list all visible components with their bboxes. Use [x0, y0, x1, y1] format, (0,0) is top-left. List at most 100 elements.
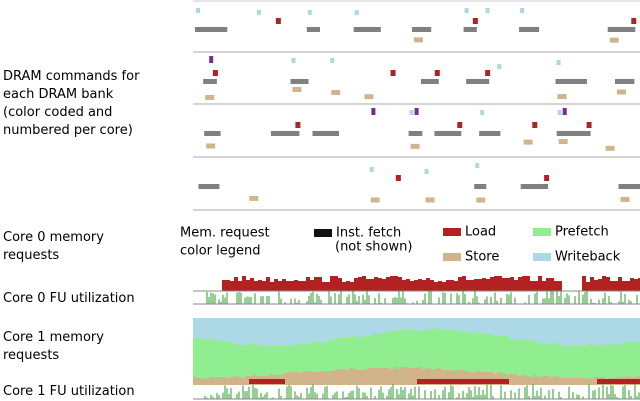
dram-cmd	[205, 94, 215, 100]
request-band	[638, 278, 640, 291]
request-band	[501, 379, 505, 384]
request-band	[209, 339, 213, 377]
request-band	[393, 318, 397, 330]
request-band	[605, 379, 609, 384]
legend-label: Inst. fetch	[336, 226, 401, 241]
request-band	[382, 279, 386, 291]
request-band	[281, 318, 285, 346]
request-band	[330, 276, 334, 291]
request-band	[229, 318, 233, 342]
row-label: Core 0 memory requests	[3, 229, 104, 265]
request-band	[433, 318, 437, 328]
request-band	[598, 279, 602, 291]
request-band	[273, 345, 277, 375]
request-band	[557, 377, 561, 385]
request-band	[561, 378, 565, 385]
request-band	[425, 368, 429, 385]
request-band	[301, 372, 305, 385]
request-band	[621, 318, 625, 344]
request-band	[353, 369, 357, 385]
request-band	[397, 318, 401, 331]
dram-cmd	[476, 197, 486, 203]
request-band	[593, 377, 597, 385]
request-band	[597, 318, 601, 345]
request-band	[398, 277, 402, 291]
request-band	[217, 377, 221, 385]
dram-cmd	[519, 27, 540, 32]
dram-cmd	[463, 27, 477, 32]
request-band	[421, 379, 425, 384]
request-band	[533, 318, 537, 340]
request-band	[477, 379, 481, 384]
request-band	[229, 377, 233, 385]
request-band	[438, 281, 442, 291]
dram-cmd	[420, 79, 439, 84]
request-band	[337, 369, 341, 385]
dram-cmd	[557, 110, 562, 115]
request-band	[446, 280, 450, 291]
request-band	[289, 318, 293, 345]
legend-title: Mem. request	[180, 226, 270, 241]
request-band	[453, 329, 457, 371]
dram-cmd	[464, 8, 469, 13]
request-band	[357, 338, 361, 370]
request-band	[302, 281, 306, 291]
request-band	[573, 318, 577, 345]
request-band	[545, 376, 549, 385]
request-band	[250, 278, 254, 291]
request-band	[370, 279, 374, 291]
request-band	[485, 318, 489, 333]
request-band	[273, 318, 277, 345]
request-band	[449, 370, 453, 385]
request-band	[261, 346, 265, 376]
request-band	[577, 378, 581, 385]
request-band	[546, 278, 550, 291]
request-band	[505, 379, 509, 384]
request-band	[622, 281, 626, 291]
request-band	[273, 379, 277, 384]
request-band	[457, 379, 461, 384]
request-band	[537, 377, 541, 385]
request-band	[421, 369, 425, 385]
request-band	[429, 379, 433, 384]
request-band	[630, 278, 634, 291]
request-band	[586, 282, 590, 291]
request-band	[541, 376, 545, 385]
dram-cmd	[479, 131, 501, 136]
request-band	[257, 318, 261, 345]
request-band	[458, 277, 462, 291]
request-band	[401, 330, 405, 367]
request-band	[597, 345, 601, 377]
request-band	[625, 318, 629, 342]
dram-cmd	[408, 131, 423, 136]
request-band	[581, 378, 585, 385]
request-band	[618, 277, 622, 291]
legend-note: (not shown)	[335, 240, 412, 255]
request-band	[390, 276, 394, 291]
request-band	[369, 335, 373, 368]
request-band	[321, 343, 325, 371]
dram-cmd	[555, 79, 587, 84]
request-band	[450, 280, 454, 291]
dram-cmd	[614, 79, 635, 84]
request-band	[329, 318, 333, 340]
dram-cmd	[556, 60, 561, 65]
request-band	[521, 339, 525, 375]
request-band	[429, 329, 433, 369]
request-band	[298, 281, 302, 291]
request-band	[226, 280, 230, 291]
request-band	[541, 318, 545, 343]
request-band	[629, 379, 633, 384]
dram-cmd	[295, 122, 301, 128]
request-band	[449, 379, 453, 384]
request-band	[434, 282, 438, 291]
request-band	[277, 379, 281, 384]
request-band	[518, 277, 522, 291]
request-band	[418, 279, 422, 291]
request-band	[433, 379, 437, 384]
legend-swatch	[314, 229, 332, 237]
request-band	[609, 379, 613, 384]
request-band	[289, 372, 293, 385]
request-band	[265, 379, 269, 384]
request-band	[410, 281, 414, 291]
